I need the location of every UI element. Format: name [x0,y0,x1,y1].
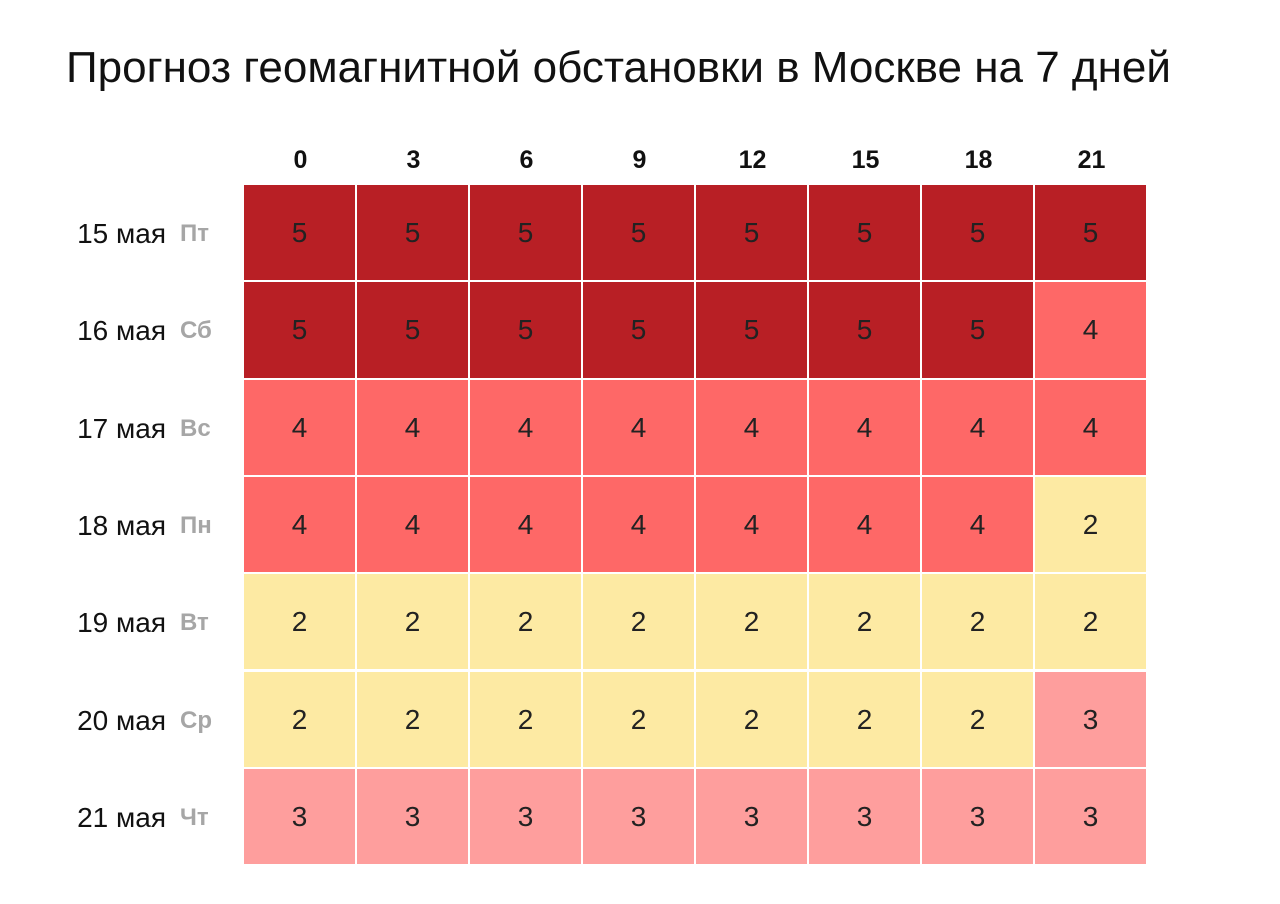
heatmap-cell: 5 [244,185,355,281]
heatmap-cell: 2 [696,671,807,767]
heatmap-cell: 5 [357,185,468,281]
heatmap-cell: 2 [470,671,581,767]
heatmap-cell: 4 [696,476,807,573]
row-weekday-label: Чт [180,803,209,831]
column-header-hour-6: 6 [519,146,534,174]
row-date-label: 18 мая [77,509,166,541]
heatmap-cell: 2 [244,574,355,670]
heatmap-cell: 2 [922,671,1033,767]
heatmap-cell: 2 [809,671,920,767]
heatmap-cell: 4 [809,379,920,475]
heatmap-cell: 5 [470,282,581,378]
heatmap-cell: 5 [1035,185,1146,281]
heatmap-cell: 5 [357,282,468,378]
heatmap-cell: 5 [583,282,694,378]
heatmap-cell: 3 [696,768,807,865]
heatmap-cell: 4 [809,476,920,573]
row-date-label: 20 мая [77,704,166,736]
heatmap-cell: 2 [357,574,468,670]
heatmap-cell: 2 [809,574,920,670]
heatmap-cell: 4 [357,379,468,475]
heatmap-cell: 2 [1035,476,1146,573]
column-header-hour-3: 3 [406,146,421,174]
heatmap-cell: 5 [470,185,581,281]
heatmap-cell: 2 [696,574,807,670]
column-header-hour-18: 18 [964,146,993,174]
heatmap-cell: 4 [244,379,355,475]
row-weekday-label: Сб [180,317,212,345]
heatmap-cell: 4 [1035,282,1146,378]
heatmap-cell: 2 [470,574,581,670]
heatmap-cell: 5 [809,185,920,281]
heatmap-cell: 4 [583,379,694,475]
heatmap-cell: 2 [357,671,468,767]
row-date-label: 16 мая [77,315,166,347]
heatmap-cell: 4 [244,476,355,573]
heatmap-cell: 4 [470,379,581,475]
heatmap-cell: 3 [922,768,1033,865]
heatmap-cell: 5 [244,282,355,378]
row-weekday-label: Пт [180,220,210,247]
column-header-hour-0: 0 [293,146,308,174]
row-weekday-label: Пн [180,511,212,539]
heatmap-cell: 4 [696,379,807,475]
heatmap-cell: 2 [922,574,1033,670]
column-header-hour-21: 21 [1077,146,1106,174]
heatmap-cell: 3 [809,768,920,865]
heatmap-cell: 3 [583,768,694,865]
heatmap-cell: 4 [357,476,468,573]
heatmap-cell: 2 [1035,574,1146,670]
heatmap-cell: 4 [922,476,1033,573]
heatmap-cell: 3 [470,768,581,865]
heatmap-cell: 5 [696,282,807,378]
heatmap-cell: 5 [809,282,920,378]
heatmap-cell: 4 [922,379,1033,475]
row-date-label: 15 мая [77,218,166,249]
column-header-hour-9: 9 [632,146,647,174]
heatmap-cell: 2 [244,671,355,767]
heatmap-cell: 5 [696,185,807,281]
heatmap-cell: 2 [583,574,694,670]
row-weekday-label: Ср [180,706,212,734]
heatmap-cell: 5 [583,185,694,281]
heatmap-cell: 5 [922,282,1033,378]
heatmap-cell: 2 [583,671,694,767]
row-weekday-label: Вт [180,609,209,637]
heatmap-cell: 3 [357,768,468,865]
row-date-label: 19 мая [77,607,166,639]
column-header-hour-12: 12 [738,146,767,174]
heatmap-cell: 3 [1035,671,1146,767]
row-weekday-label: Вс [180,414,211,442]
heatmap-cell: 4 [470,476,581,573]
column-header-hour-15: 15 [851,146,880,174]
heatmap-cell: 4 [583,476,694,573]
heatmap-cell: 3 [244,768,355,865]
heatmap-cell: 4 [1035,379,1146,475]
heatmap-cell: 3 [1035,768,1146,865]
heatmap-cell: 5 [922,185,1033,281]
row-date-label: 21 мая [77,801,166,833]
chart-title: Прогноз геомагнитной обстановки в Москве… [66,43,1171,92]
row-date-label: 17 мая [77,412,166,444]
